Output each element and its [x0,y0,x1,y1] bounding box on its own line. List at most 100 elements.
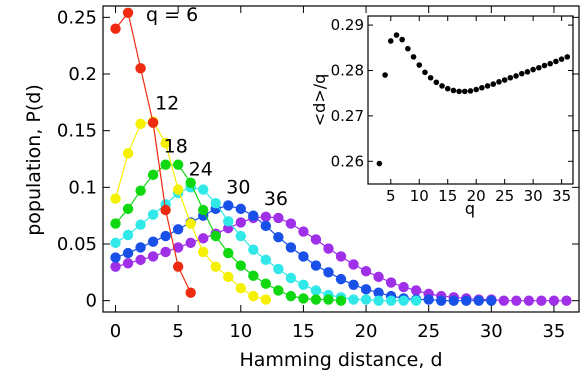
series-point [423,294,434,305]
series-point [135,185,146,196]
inset-point [405,45,411,52]
curve-label-q12: 12 [155,93,179,115]
series-point [285,290,297,302]
series-point [536,295,547,306]
series-point [198,246,209,258]
series-point [373,287,384,298]
series-point [461,295,472,306]
inset-point [387,38,394,44]
series-point [235,217,246,228]
inset-x-tick-label: 10 [410,187,429,205]
inset-point [541,62,548,69]
series-point [248,290,259,302]
inset-point [450,87,457,94]
series-point [373,295,384,306]
inset-plot-frame [367,15,574,185]
inset-point [536,64,542,71]
inset-point [501,77,508,83]
inset-point [473,86,479,93]
main-x-tick-label: 10 [229,321,252,342]
series-point [298,279,309,290]
series-q6 [110,7,196,298]
series-q18 [110,159,347,306]
series-point [248,210,259,221]
inset-point [382,72,388,78]
series-point [122,148,134,159]
series-point [273,263,284,275]
series-point [210,198,221,209]
inset-point [439,83,445,89]
main-plot-frame [102,5,580,313]
series-point [360,294,372,305]
inset-point [427,74,434,81]
series-point [110,237,121,249]
series-point [147,251,159,262]
series-point [210,230,221,242]
series-point [511,295,522,306]
inset-point [376,160,383,167]
series-point [185,237,196,249]
curve-label-q18: 18 [164,136,188,158]
series-point [160,246,171,258]
series-point [122,229,134,241]
inset-point [564,54,571,60]
series-point [298,251,309,262]
series-point [360,266,372,277]
series-point [210,261,221,272]
main-y-axis-label: population, P(d) [23,84,45,236]
series-point [486,295,497,306]
inset-point [433,79,440,86]
inset-x-tick-label: 20 [467,187,486,205]
series-point [185,177,196,188]
series-point [323,267,334,278]
series-point [373,271,384,283]
inset-point [393,32,400,38]
series-point [260,220,272,232]
series-point [110,23,121,34]
series-point [323,294,334,305]
inset-point [444,85,451,92]
curve-label-q30: 30 [226,176,250,198]
series-point [273,232,284,243]
series-point [122,258,134,269]
inset-y-tick-label: 0.26 [331,152,364,170]
series-point [335,295,347,306]
series-point [110,252,121,263]
series-point [110,261,121,272]
main-x-tick-label: 5 [172,321,183,342]
series-point [135,63,146,74]
series-point [248,270,259,281]
inset-point [558,56,565,62]
series-point [235,283,246,294]
series-point [223,247,234,259]
inset-y-tick-label: 0.28 [331,61,364,79]
inset-point [462,88,468,95]
series-point [223,200,234,211]
series-point [298,293,309,304]
series-point [323,243,334,254]
inset-x-tick-label: 35 [552,187,571,205]
series-point [561,295,572,306]
inset-point [513,73,519,79]
inset-x-tick-label: 5 [386,187,396,205]
inset-point [399,36,405,43]
series-point [122,247,134,259]
inset-plot: 5 10 15 20 25 30 35 0.26 0.27 0.28 0.29 q <d>/q [310,14,574,218]
inset-y-tick-label: 0.27 [331,107,364,125]
series-point [172,224,184,235]
inset-x-axis-label: q [465,199,475,218]
series-point [310,294,322,305]
series-point [235,230,246,242]
series-point [172,261,184,272]
inset-x-tick-label: 25 [495,187,514,205]
series-point [273,212,284,224]
inset-y-tick-label: 0.29 [331,16,364,34]
series-point [335,273,347,285]
series-point [285,218,297,229]
series-point [172,159,184,170]
series-point [310,260,322,271]
main-plot: 0 5 10 15 20 25 30 35 0 0.05 0.1 0.15 0.2 0.25 q = 6 1… [23,4,580,371]
main-y-tick-label: 0.2 [68,64,97,85]
series-point [147,236,159,247]
